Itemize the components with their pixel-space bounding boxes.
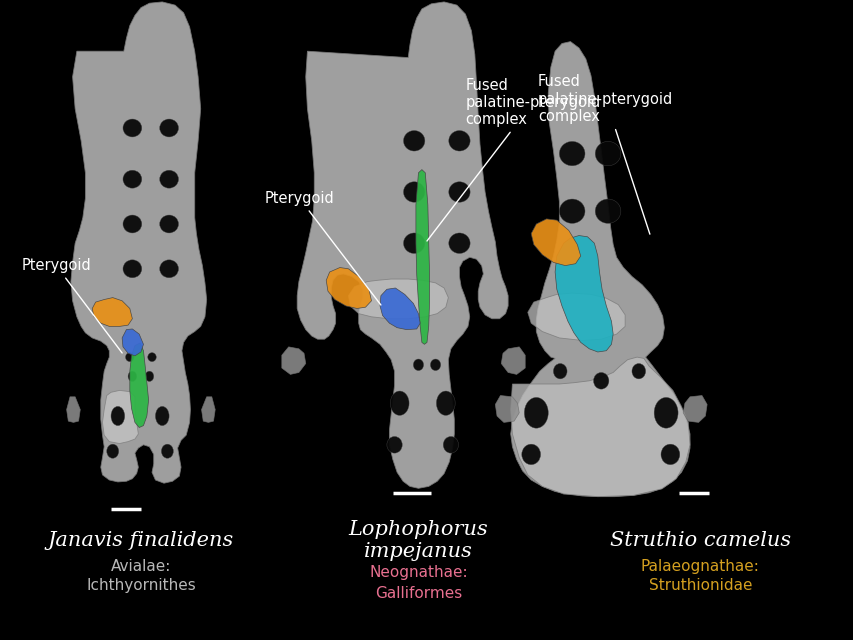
Polygon shape <box>531 219 580 266</box>
Ellipse shape <box>390 391 409 415</box>
Polygon shape <box>102 390 138 444</box>
Ellipse shape <box>403 233 425 253</box>
Ellipse shape <box>160 260 178 278</box>
Polygon shape <box>326 268 371 308</box>
Ellipse shape <box>559 199 584 223</box>
Ellipse shape <box>125 353 134 362</box>
Polygon shape <box>92 298 132 326</box>
Text: Fused
palatine-pterygoid
complex: Fused palatine-pterygoid complex <box>426 77 600 241</box>
Ellipse shape <box>403 131 425 151</box>
Text: Pterygoid: Pterygoid <box>264 191 380 305</box>
Text: Galliformes: Galliformes <box>374 586 461 602</box>
Ellipse shape <box>449 233 470 253</box>
Polygon shape <box>501 347 525 374</box>
Ellipse shape <box>595 141 620 166</box>
Text: Struthio camelus: Struthio camelus <box>609 531 790 550</box>
Polygon shape <box>71 2 206 483</box>
Ellipse shape <box>160 119 178 137</box>
Text: Lophophorus
impejanus: Lophophorus impejanus <box>348 520 488 561</box>
Polygon shape <box>380 288 420 330</box>
Ellipse shape <box>443 436 458 453</box>
Polygon shape <box>67 397 80 422</box>
Ellipse shape <box>160 170 178 188</box>
Ellipse shape <box>386 436 402 453</box>
Ellipse shape <box>123 215 142 233</box>
Ellipse shape <box>413 359 423 371</box>
Ellipse shape <box>553 364 566 379</box>
Polygon shape <box>554 236 612 352</box>
Ellipse shape <box>128 371 136 381</box>
Polygon shape <box>297 2 508 488</box>
Ellipse shape <box>631 364 645 379</box>
Polygon shape <box>281 347 305 374</box>
Ellipse shape <box>436 391 455 415</box>
Polygon shape <box>510 357 689 497</box>
Polygon shape <box>201 397 215 422</box>
Text: Struthionidae: Struthionidae <box>647 578 751 593</box>
Polygon shape <box>415 170 429 344</box>
Polygon shape <box>527 293 624 340</box>
Polygon shape <box>682 396 706 422</box>
Ellipse shape <box>524 397 548 428</box>
Ellipse shape <box>449 131 470 151</box>
Text: Pterygoid: Pterygoid <box>21 258 122 353</box>
Ellipse shape <box>123 260 142 278</box>
Text: Fused
palatine-pterygoid
complex: Fused palatine-pterygoid complex <box>537 74 672 234</box>
Ellipse shape <box>160 215 178 233</box>
Ellipse shape <box>559 141 584 166</box>
Ellipse shape <box>123 170 142 188</box>
Ellipse shape <box>403 182 425 202</box>
Ellipse shape <box>107 444 119 458</box>
Ellipse shape <box>660 444 679 465</box>
Text: Janavis finalidens: Janavis finalidens <box>48 531 234 550</box>
Ellipse shape <box>161 444 173 458</box>
Ellipse shape <box>521 444 540 465</box>
Polygon shape <box>122 329 143 356</box>
Ellipse shape <box>111 406 125 426</box>
Ellipse shape <box>123 119 142 137</box>
Ellipse shape <box>595 199 620 223</box>
Ellipse shape <box>593 372 608 389</box>
Ellipse shape <box>430 359 440 371</box>
Ellipse shape <box>145 371 154 381</box>
Polygon shape <box>495 396 519 422</box>
Ellipse shape <box>449 182 470 202</box>
Polygon shape <box>510 42 689 497</box>
Text: Neognathae:: Neognathae: <box>368 565 467 580</box>
Ellipse shape <box>148 353 156 362</box>
Text: Ichthyornithes: Ichthyornithes <box>86 578 195 593</box>
Ellipse shape <box>653 397 677 428</box>
Polygon shape <box>348 279 448 319</box>
Text: Palaeognathae:: Palaeognathae: <box>640 559 759 574</box>
Polygon shape <box>130 343 148 428</box>
Text: Avialae:: Avialae: <box>111 559 171 574</box>
Ellipse shape <box>155 406 169 426</box>
